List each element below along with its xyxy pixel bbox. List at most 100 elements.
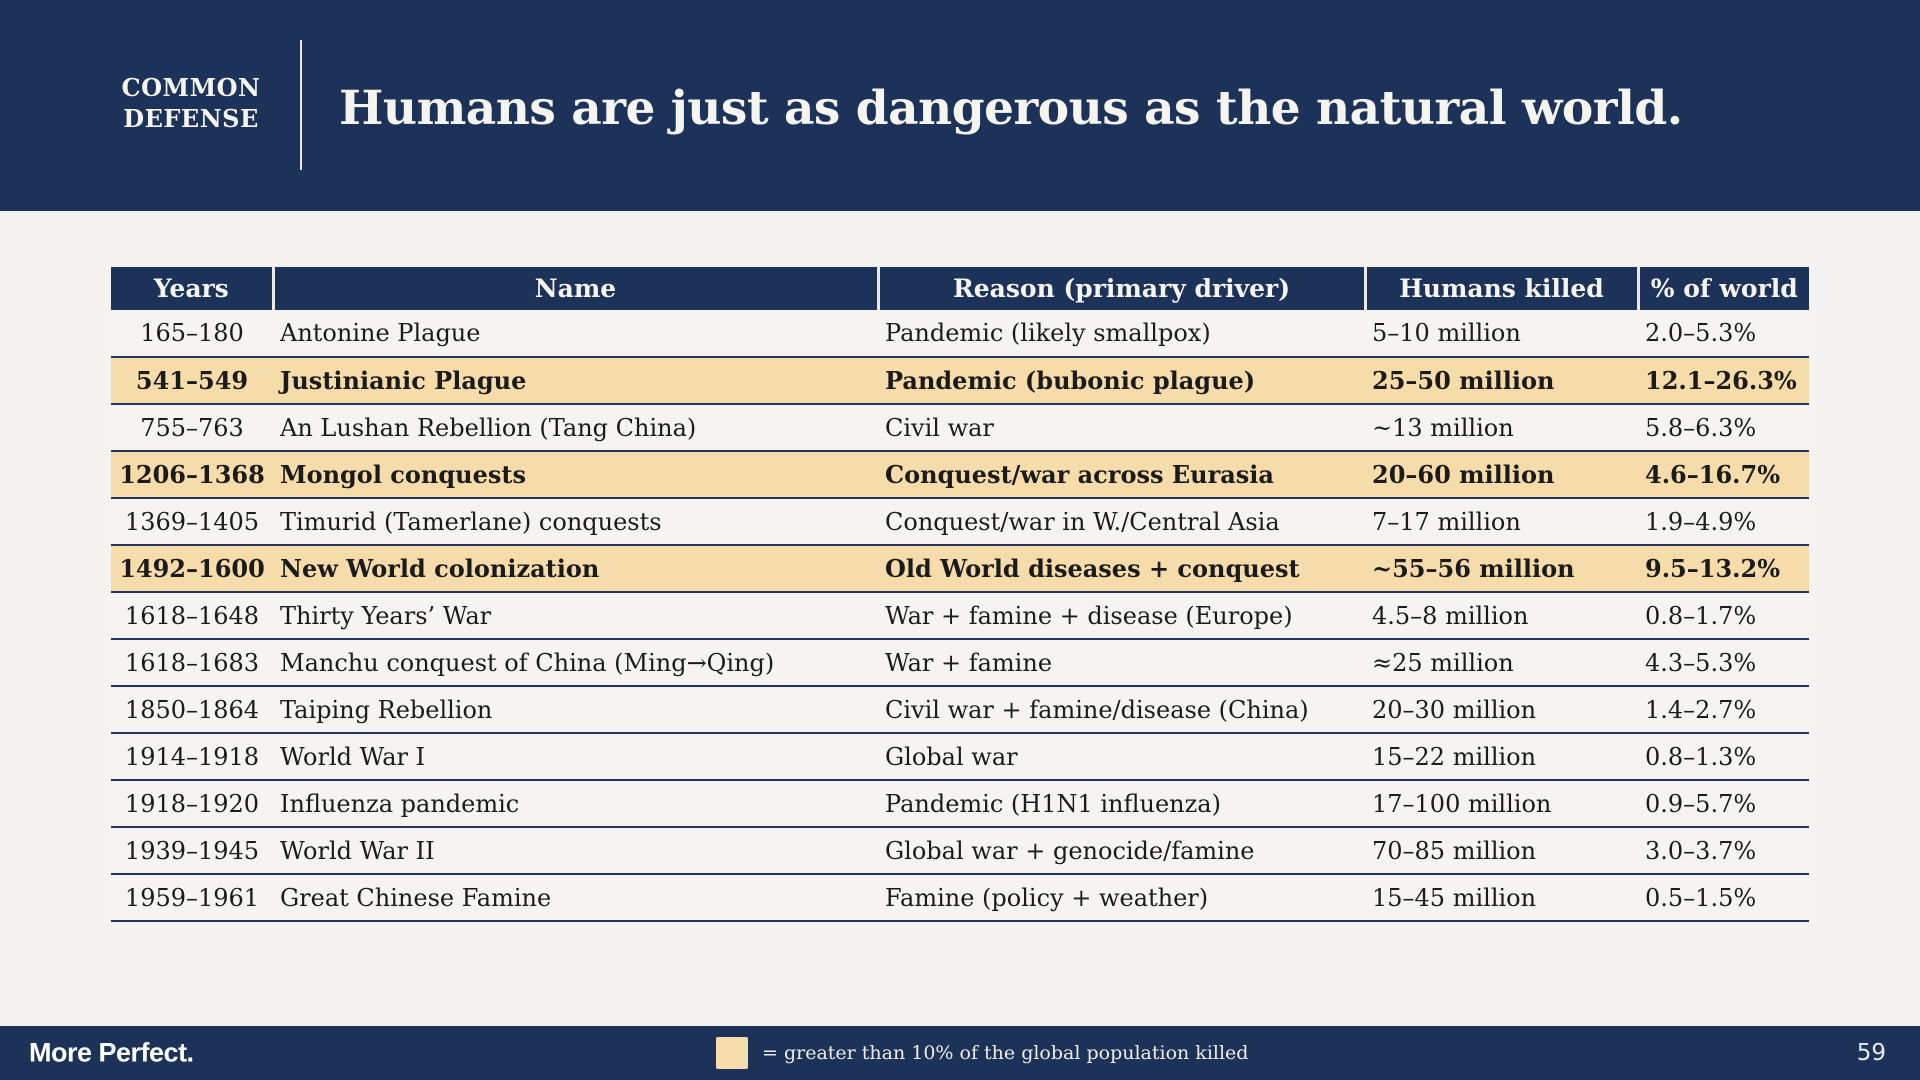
cell-name: Antonine Plague (280, 319, 481, 347)
cell-years: 541–549 (135, 366, 249, 395)
cell-name: Influenza pandemic (280, 789, 520, 818)
cell-pct: 1.4–2.7% (1645, 695, 1757, 724)
cell-reason: Civil war + famine/disease (China) (885, 695, 1309, 724)
header-divider-line (300, 40, 302, 170)
cell-killed: 15–45 million (1372, 883, 1537, 912)
cell-years: 1850–1864 (124, 695, 260, 724)
cell-killed: ~55–56 million (1372, 554, 1575, 583)
legend-text: = greater than 10% of the global populat… (762, 1042, 1249, 1064)
cell-reason: Conquest/war in W./Central Asia (885, 507, 1280, 536)
logo-line-1: COMMON (121, 73, 261, 102)
cell-years: 1206–1368 (119, 460, 265, 489)
cell-pct: 0.9–5.7% (1645, 789, 1757, 818)
cell-killed: 5–10 million (1372, 319, 1521, 347)
cell-years: 1918–1920 (124, 789, 260, 818)
cell-name: Thirty Years’ War (280, 601, 492, 630)
table-body: 165–180 Antonine Plague Pandemic (likely s… (111, 310, 1809, 921)
cell-name: Timurid (Tamerlane) conquests (280, 507, 662, 536)
table-row: 1369–1405 Timurid (Tamerlane) conquests Co… (111, 498, 1809, 545)
history-table: Years Name Reason (primary driver) Humans k… (111, 267, 1809, 922)
cell-reason: Conquest/war across Eurasia (885, 460, 1274, 489)
cell-name: Taiping Rebellion (280, 695, 493, 724)
cell-years: 1939–1945 (124, 836, 260, 865)
cell-killed: ~13 million (1372, 413, 1514, 442)
slide-footer: More Perfect. = greater than 10% of the … (0, 1026, 1920, 1080)
cell-years: 1618–1648 (124, 601, 260, 630)
cell-years: 165–180 (140, 319, 244, 347)
cell-reason: Global war + genocide/famine (885, 836, 1255, 865)
column-header-4: % of world (1636, 267, 1809, 310)
slide-title: Humans are just as dangerous as the natu… (339, 81, 1683, 136)
column-header-2: Reason (primary driver) (876, 267, 1365, 310)
column-header-0: Years (111, 267, 273, 310)
more-perfect-brand: More Perfect. (29, 1037, 194, 1068)
cell-killed: 7–17 million (1372, 507, 1521, 536)
table-row: 541–549 Justinianic Plague Pandemic (bubon… (111, 357, 1809, 404)
logo-line-2: DEFENSE (123, 104, 259, 133)
legend-color-swatch (716, 1037, 748, 1069)
cell-years: 1914–1918 (124, 742, 260, 771)
column-header-1: Name (271, 267, 878, 310)
cell-killed: 20–30 million (1372, 695, 1537, 724)
cell-killed: 20–60 million (1372, 460, 1555, 489)
cell-reason: Pandemic (bubonic plague) (885, 366, 1256, 395)
cell-pct: 3.0–3.7% (1645, 836, 1757, 865)
cell-name: An Lushan Rebellion (Tang China) (280, 413, 697, 442)
cell-name: New World colonization (280, 554, 600, 583)
cell-years: 1492–1600 (119, 554, 265, 583)
table-row: 165–180 Antonine Plague Pandemic (likely s… (111, 310, 1809, 357)
table-row: 1959–1961 Great Chinese Famine Famine (pol… (111, 874, 1809, 921)
cell-pct: 4.3–5.3% (1645, 648, 1757, 677)
cell-pct: 0.8–1.7% (1645, 601, 1757, 630)
cell-name: World War I (280, 742, 426, 771)
cell-reason: Old World diseases + conquest (885, 554, 1300, 583)
cell-name: Manchu conquest of China (Ming→Qing) (280, 648, 775, 677)
cell-name: Mongol conquests (280, 460, 526, 489)
cell-pct: 0.5–1.5% (1645, 883, 1757, 912)
slide-header: COMMON DEFENSE Humans are just as danger… (0, 0, 1920, 211)
cell-pct: 9.5–13.2% (1645, 554, 1781, 583)
cell-reason: Global war (885, 742, 1018, 771)
cell-killed: 4.5–8 million (1372, 601, 1529, 630)
table-row: 1850–1864 Taiping Rebellion Civil war + fa… (111, 686, 1809, 733)
cell-pct: 4.6–16.7% (1645, 460, 1781, 489)
table-row: 1492–1600 New World colonization Old World… (111, 545, 1809, 592)
cell-killed: ≈25 million (1372, 648, 1514, 677)
cell-pct: 12.1–26.3% (1645, 366, 1797, 395)
history-table-container: Years Name Reason (primary driver) Humans k… (111, 267, 1809, 922)
table-row: 1618–1648 Thirty Years’ War War + famine +… (111, 592, 1809, 639)
cell-reason: Pandemic (H1N1 influenza) (885, 789, 1221, 818)
cell-years: 755–763 (140, 413, 244, 442)
column-header-3: Humans killed (1363, 267, 1638, 310)
table-row: 1918–1920 Influenza pandemic Pandemic (H1N… (111, 780, 1809, 827)
cell-pct: 1.9–4.9% (1645, 507, 1757, 536)
cell-years: 1959–1961 (124, 883, 260, 912)
cell-years: 1618–1683 (124, 648, 260, 677)
cell-pct: 5.8–6.3% (1645, 413, 1757, 442)
cell-reason: Pandemic (likely smallpox) (885, 319, 1211, 347)
cell-killed: 70–85 million (1372, 836, 1537, 865)
cell-name: World War II (280, 836, 435, 865)
table-row: 755–763 An Lushan Rebellion (Tang China) C… (111, 404, 1809, 451)
table-row: 1618–1683 Manchu conquest of China (Ming→… (111, 639, 1809, 686)
cell-name: Great Chinese Famine (280, 883, 552, 912)
cell-killed: 25–50 million (1372, 366, 1555, 395)
cell-reason: War + famine (885, 648, 1053, 677)
table-row: 1914–1918 World War I Global war 15–22 mill… (111, 733, 1809, 780)
cell-reason: Famine (policy + weather) (885, 883, 1209, 912)
cell-years: 1369–1405 (124, 507, 260, 536)
cell-reason: War + famine + disease (Europe) (885, 601, 1293, 630)
table-header-row: Years Name Reason (primary driver) Humans k… (111, 267, 1809, 310)
cell-killed: 17–100 million (1372, 789, 1552, 818)
table-row: 1939–1945 World War II Global war + genoci… (111, 827, 1809, 874)
cell-pct: 2.0–5.3% (1645, 319, 1757, 347)
cell-reason: Civil war (885, 413, 994, 442)
table-row: 1206–1368 Mongol conquests Conquest/war ac… (111, 451, 1809, 498)
page-number: 59 (1856, 1040, 1886, 1066)
cell-killed: 15–22 million (1372, 742, 1537, 771)
highlight-legend: = greater than 10% of the global populat… (716, 1026, 1248, 1080)
common-defense-logo: COMMON DEFENSE (100, 72, 282, 134)
cell-pct: 0.8–1.3% (1645, 742, 1757, 771)
cell-name: Justinianic Plague (280, 366, 527, 395)
